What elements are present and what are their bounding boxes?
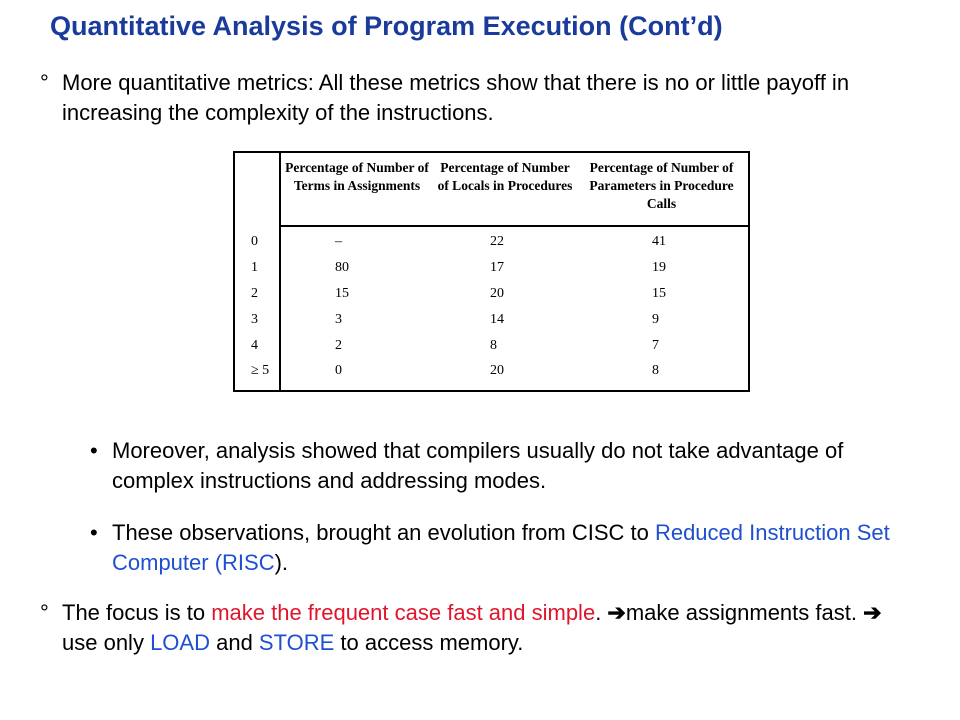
- table-row: 3 3 14 9: [235, 309, 748, 330]
- row-count: 0: [251, 234, 258, 249]
- text-segment: make assignments fast.: [625, 600, 864, 625]
- cell-terms: –: [335, 234, 342, 249]
- store-highlight: STORE: [258, 630, 335, 655]
- cell-terms: 15: [335, 286, 349, 301]
- cell-parameters: 15: [652, 286, 666, 301]
- text-segment: .: [595, 600, 608, 625]
- row-count: 1: [251, 260, 258, 275]
- cell-locals: 8: [490, 338, 497, 353]
- table-header-locals: Percentage of Number of Locals in Proced…: [437, 160, 573, 193]
- text-segment: and: [209, 630, 259, 655]
- row-count: ≥ 5: [251, 363, 270, 378]
- cell-locals: 20: [490, 363, 504, 378]
- row-count: 2: [251, 286, 258, 301]
- bullet-marker: •: [90, 438, 98, 463]
- cell-terms: 0: [335, 363, 342, 378]
- table-row: ≥ 5 0 20 8: [235, 360, 748, 381]
- cell-parameters: 9: [652, 312, 659, 327]
- table-header-parameters: Percentage of Number of Parameters in Pr…: [589, 160, 734, 211]
- bullet-marker: °: [40, 70, 49, 95]
- bullet-risc-evolution: • These observations, brought an evoluti…: [90, 518, 910, 578]
- risc-highlight: Reduced Instruction Set Computer (RISC: [112, 520, 890, 575]
- bullet-text: These observations, brought an evolution…: [90, 518, 910, 578]
- frequent-case-highlight: make the frequent case fast and simple: [211, 600, 596, 625]
- bullet-quantitative-metrics: ° More quantitative metrics: All these m…: [40, 68, 920, 128]
- text-segment: The focus is to: [62, 600, 212, 625]
- cell-locals: 17: [490, 260, 504, 275]
- cell-parameters: 41: [652, 234, 666, 249]
- arrow-right-icon: ➔: [607, 600, 626, 625]
- bullet-focus: ° The focus is to make the frequent case…: [40, 598, 920, 658]
- table-vertical-divider: [279, 153, 281, 390]
- cell-parameters: 7: [652, 338, 659, 353]
- table-header-terms: Percentage of Number of Terms in Assignm…: [285, 160, 429, 193]
- slide-title: Quantitative Analysis of Program Executi…: [50, 11, 723, 41]
- cell-terms: 2: [335, 338, 342, 353]
- bullet-text: More quantitative metrics: All these met…: [62, 70, 850, 125]
- table-row: 4 2 8 7: [235, 335, 748, 356]
- cell-parameters: 8: [652, 363, 659, 378]
- text-segment: to access memory.: [334, 630, 524, 655]
- text-segment: These observations, brought an evolution…: [112, 520, 655, 545]
- table-row: 2 15 20 15: [235, 283, 748, 304]
- text-segment: ).: [274, 550, 289, 575]
- arrow-right-icon: ➔: [863, 600, 882, 625]
- row-count: 4: [251, 338, 258, 353]
- cell-locals: 14: [490, 312, 504, 327]
- cell-parameters: 19: [652, 260, 666, 275]
- cell-locals: 22: [490, 234, 504, 249]
- bullet-compilers: • Moreover, analysis showed that compile…: [90, 436, 910, 496]
- table-header-divider: [279, 225, 748, 227]
- text-segment: use only: [62, 630, 151, 655]
- table-row: 1 80 17 19: [235, 257, 748, 278]
- load-highlight: LOAD: [150, 630, 210, 655]
- table-row: 0 – 22 41: [235, 231, 748, 252]
- cell-terms: 80: [335, 260, 349, 275]
- bullet-marker: °: [40, 600, 49, 625]
- metrics-table: Percentage of Number of Terms in Assignm…: [233, 151, 750, 392]
- row-count: 3: [251, 312, 258, 327]
- cell-terms: 3: [335, 312, 342, 327]
- bullet-marker: •: [90, 520, 98, 545]
- cell-locals: 20: [490, 286, 504, 301]
- bullet-text: Moreover, analysis showed that compilers…: [112, 438, 844, 493]
- bullet-text: The focus is to make the frequent case f…: [40, 598, 920, 658]
